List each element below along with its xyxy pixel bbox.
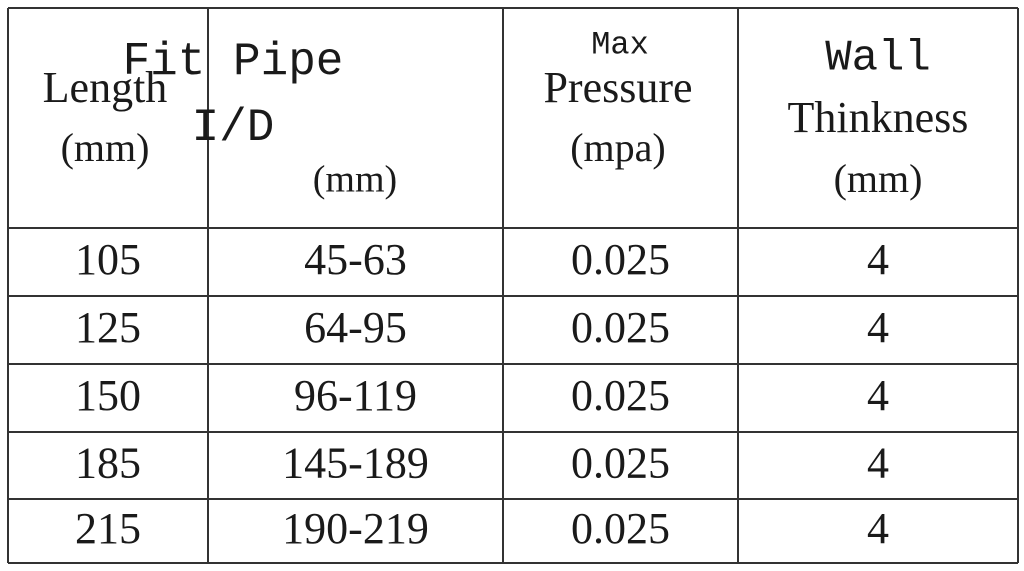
cell-text: 0.025 [571,504,670,553]
cell-text: 4 [867,504,889,553]
cell-text: 4 [867,371,889,420]
header-text: (mm) [61,125,150,170]
header-text: (mpa) [570,125,666,170]
cell-text: 45-63 [304,235,407,284]
cell-text: 96-119 [294,371,417,420]
cell-text: 145-189 [282,439,429,488]
cell-text: 0.025 [571,371,670,420]
cell-text: 4 [867,235,889,284]
header-text: Fit Pipe [123,36,344,88]
cell-text: 190-219 [282,504,429,553]
cell-text: 4 [867,439,889,488]
header-text: Pressure [543,63,692,112]
cell-text: 4 [867,303,889,352]
header-text: (mm) [313,159,397,201]
cell-text: 105 [75,235,141,284]
cell-text: 64-95 [304,303,407,352]
cell-text: 0.025 [571,235,670,284]
header-text: Max [591,26,649,63]
header-text: Length [43,63,168,112]
header-text: Wall [825,34,931,84]
header-text: I/D [192,102,275,154]
header-text: Thinkness [788,93,969,142]
cell-text: 0.025 [571,439,670,488]
cell-text: 125 [75,303,141,352]
cell-text: 0.025 [571,303,670,352]
cell-text: 150 [75,371,141,420]
header-text: (mm) [834,156,923,201]
cell-text: 185 [75,439,141,488]
cell-text: 215 [75,504,141,553]
